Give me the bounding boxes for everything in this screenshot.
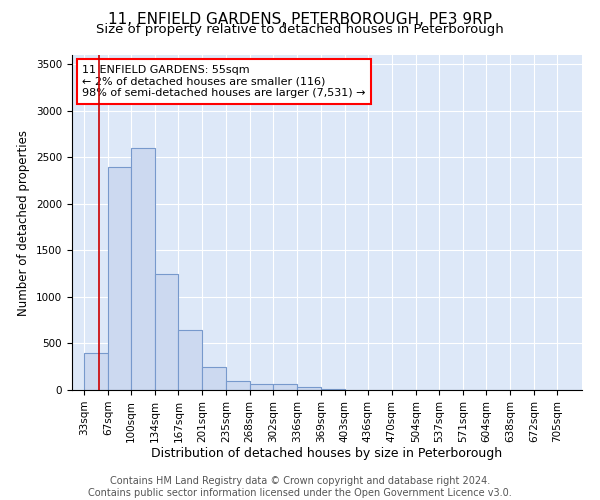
Bar xyxy=(202,366,226,390)
Text: Contains HM Land Registry data © Crown copyright and database right 2024.
Contai: Contains HM Land Registry data © Crown c… xyxy=(88,476,512,498)
Text: Size of property relative to detached houses in Peterborough: Size of property relative to detached ho… xyxy=(96,22,504,36)
X-axis label: Distribution of detached houses by size in Peterborough: Distribution of detached houses by size … xyxy=(151,448,503,460)
Bar xyxy=(274,384,298,390)
Bar xyxy=(226,380,250,390)
Bar xyxy=(320,389,344,390)
Bar xyxy=(250,384,274,390)
Bar xyxy=(178,330,202,390)
Bar xyxy=(131,148,155,390)
Text: 11 ENFIELD GARDENS: 55sqm
← 2% of detached houses are smaller (116)
98% of semi-: 11 ENFIELD GARDENS: 55sqm ← 2% of detach… xyxy=(82,65,366,98)
Y-axis label: Number of detached properties: Number of detached properties xyxy=(17,130,31,316)
Text: 11, ENFIELD GARDENS, PETERBOROUGH, PE3 9RP: 11, ENFIELD GARDENS, PETERBOROUGH, PE3 9… xyxy=(108,12,492,28)
Bar xyxy=(298,387,320,390)
Bar xyxy=(84,353,108,390)
Bar xyxy=(155,274,178,390)
Bar xyxy=(108,166,131,390)
